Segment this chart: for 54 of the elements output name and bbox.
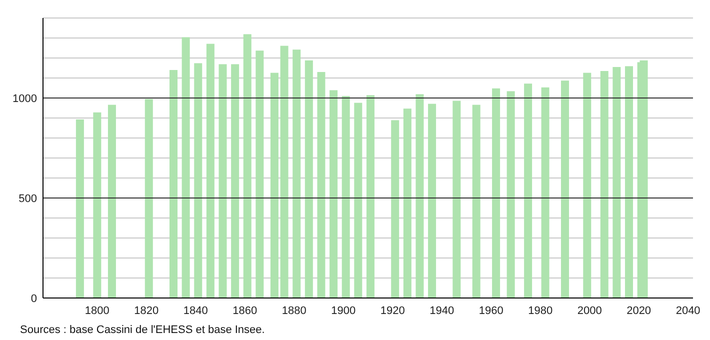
- bar: [76, 119, 84, 298]
- x-tick-label: 1900: [331, 304, 356, 317]
- bar: [354, 102, 362, 298]
- bar: [506, 91, 515, 298]
- bar: [182, 37, 190, 298]
- x-tick-label: 1920: [380, 304, 405, 317]
- y-tick-label: 0: [30, 292, 37, 305]
- bar: [600, 71, 608, 298]
- x-tick-label: 2040: [676, 304, 700, 317]
- x-tick-label: 1880: [282, 304, 306, 317]
- bar: [218, 64, 227, 298]
- bar: [472, 104, 480, 298]
- bar: [231, 64, 240, 298]
- bar: [452, 100, 461, 298]
- bar: [391, 120, 400, 298]
- bar: [317, 72, 326, 298]
- bar: [403, 108, 412, 298]
- x-tick-label: 1940: [430, 304, 454, 317]
- bar: [256, 50, 264, 298]
- x-tick-label: 2020: [626, 304, 652, 317]
- x-tick-label: 1960: [478, 304, 504, 317]
- bar: [194, 63, 202, 298]
- bar: [560, 80, 569, 298]
- bar: [270, 72, 278, 298]
- bar: [625, 66, 633, 298]
- bar: [541, 87, 550, 298]
- bar: [640, 60, 648, 298]
- bar: [612, 67, 621, 298]
- bar: [170, 70, 178, 298]
- bar: [524, 84, 532, 298]
- x-tick-label: 1860: [232, 304, 258, 317]
- bar: [416, 94, 424, 298]
- bar: [492, 88, 500, 298]
- bar: [366, 95, 374, 298]
- bar: [583, 72, 592, 298]
- bar: [292, 50, 301, 298]
- bar: [428, 104, 436, 298]
- x-tick-label: 1840: [183, 304, 208, 317]
- bar: [108, 104, 116, 298]
- x-tick-label: 1800: [84, 304, 110, 317]
- y-tick-label: 1000: [12, 92, 37, 105]
- bar: [206, 44, 214, 298]
- x-tick-label: 1980: [528, 304, 553, 317]
- bar: [243, 34, 252, 298]
- bar: [93, 112, 102, 298]
- bar: [342, 96, 350, 298]
- x-tick-label: 2000: [577, 304, 602, 317]
- bar: [330, 90, 338, 298]
- y-tick-label: 500: [18, 192, 37, 205]
- x-tick-label: 1820: [134, 304, 159, 317]
- bar: [304, 60, 313, 298]
- source-note: Sources : base Cassini de l'EHESS et base Insee.: [20, 324, 266, 336]
- bar: [280, 46, 288, 298]
- bar: [144, 99, 153, 298]
